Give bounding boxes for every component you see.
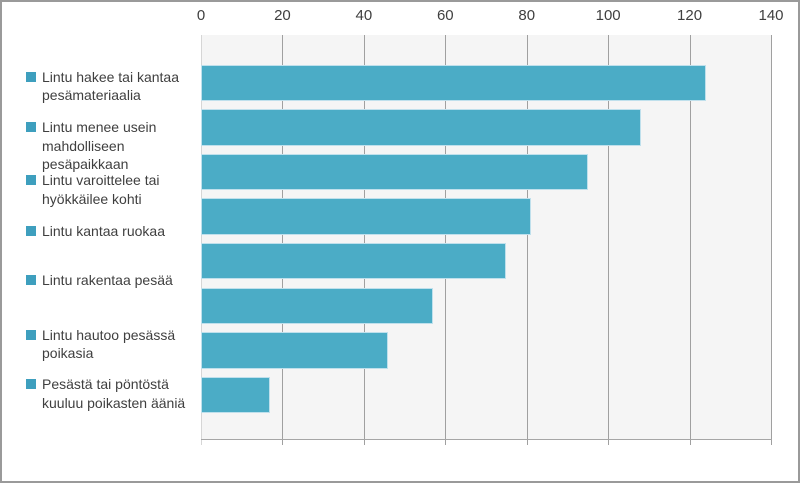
x-axis-tick-label: 140: [758, 7, 784, 24]
x-axis-tick-label: 40: [355, 7, 373, 24]
category-label-text: Lintu rakentaa pesää: [42, 272, 173, 289]
x-axis-tick-label: 0: [196, 7, 206, 24]
gridline: [689, 35, 691, 439]
bullet-square-icon: [26, 226, 36, 237]
bar: [201, 198, 531, 235]
bullet-square-icon: [26, 275, 36, 286]
bullet-square-icon: [26, 122, 36, 133]
x-axis-tick-label: 100: [595, 7, 621, 24]
category-axis-baseline: [201, 439, 772, 440]
gridline: [282, 35, 284, 439]
category-label-text: Lintu varoittelee tai hyökkäilee kohti: [42, 172, 160, 207]
bar: [201, 64, 706, 101]
x-axis-tick-label: 120: [677, 7, 703, 24]
axis-tick: [282, 439, 284, 445]
axis-tick: [771, 439, 772, 445]
bar: [201, 376, 271, 414]
gridline: [363, 35, 365, 439]
bar: [201, 109, 641, 146]
gridline: [771, 35, 772, 439]
axis-tick: [363, 439, 365, 445]
bar: [201, 287, 434, 325]
bar: [201, 243, 507, 280]
axis-tick: [445, 439, 447, 445]
axis-tick: [608, 439, 610, 445]
gridline: [445, 35, 447, 439]
bar: [201, 153, 588, 191]
bullet-square-icon: [26, 329, 36, 340]
gridline: [201, 35, 202, 439]
x-axis-tick-label: 20: [274, 7, 291, 24]
gridline: [526, 35, 528, 439]
category-label: Lintu hakee tai kantaa pesämateriaalia: [26, 68, 179, 105]
category-label-text: Pesästä tai pöntöstä kuuluu poikasten ää…: [42, 376, 186, 411]
category-label: Lintu rakentaa pesää: [26, 271, 173, 290]
category-label-text: Lintu kantaa ruokaa: [42, 223, 165, 240]
x-axis-tick-label: 60: [436, 7, 454, 24]
category-label-text: Lintu hakee tai kantaa pesämateriaalia: [42, 68, 179, 104]
x-axis-tick-label: 80: [518, 7, 536, 24]
category-label: Lintu hautoo pesässä poikasia: [26, 326, 175, 363]
bullet-square-icon: [26, 71, 36, 82]
bullet-square-icon: [26, 175, 36, 185]
category-label-text: Lintu hautoo pesässä poikasia: [42, 326, 176, 362]
bar: [201, 332, 389, 369]
plot-area: [201, 35, 771, 439]
axis-tick: [526, 439, 528, 445]
axis-tick: [201, 439, 202, 445]
category-label: Lintu kantaa ruokaa: [26, 222, 165, 241]
gridline: [608, 35, 610, 439]
category-label: Lintu menee usein mahdolliseen pesäpaikk…: [26, 118, 156, 174]
category-label: Pesästä tai pöntöstä kuuluu poikasten ää…: [26, 375, 185, 412]
axis-tick: [689, 439, 691, 445]
bullet-square-icon: [26, 379, 36, 389]
category-label-text: Lintu menee usein mahdolliseen pesäpaikk…: [42, 119, 157, 173]
category-label: Lintu varoittelee tai hyökkäilee kohti: [26, 171, 160, 208]
